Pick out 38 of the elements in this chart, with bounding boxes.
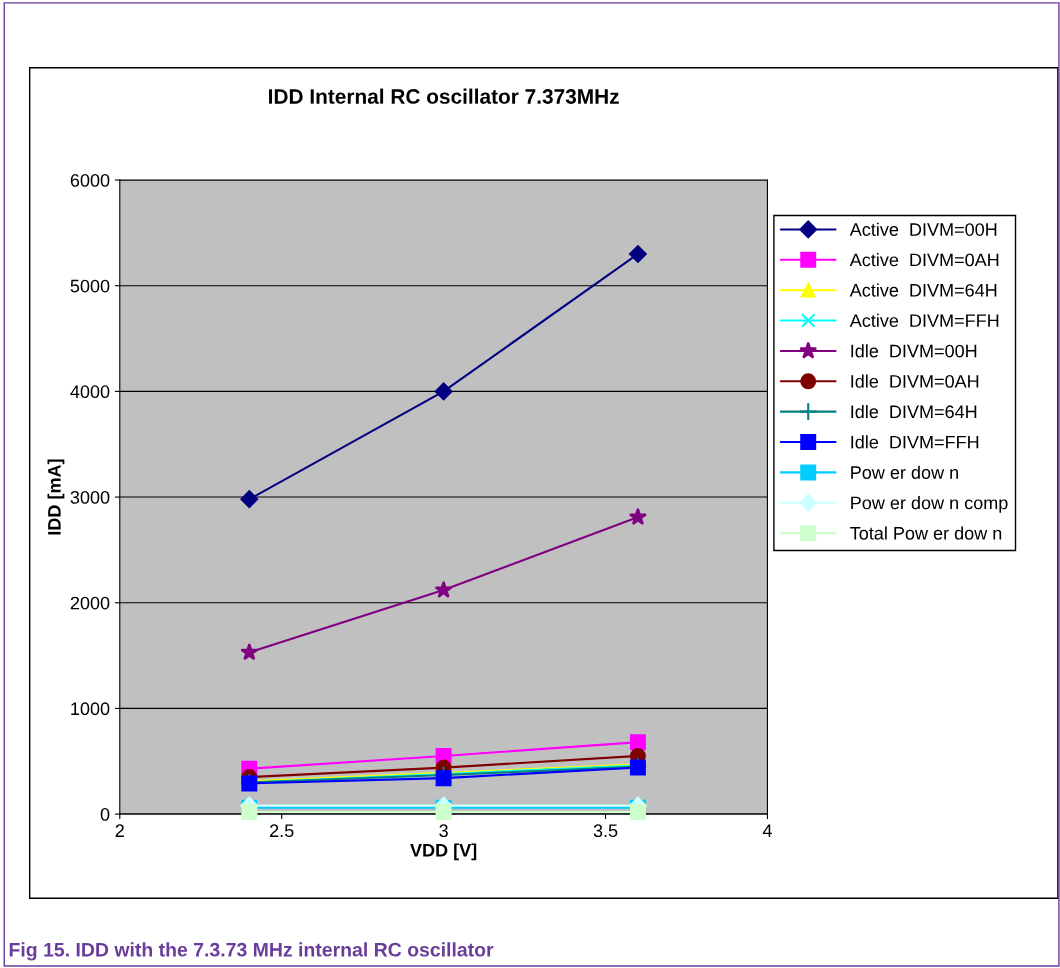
legend-label: Active DIVM=FFH bbox=[849, 313, 999, 328]
y-tick-label: 5000 bbox=[70, 279, 110, 293]
point bbox=[434, 580, 453, 598]
y-tick-label: 1000 bbox=[71, 702, 110, 716]
y-tick-label: 0 bbox=[100, 808, 110, 821]
legend-label: Pow er dow n comp bbox=[851, 496, 1008, 513]
point bbox=[435, 770, 452, 787]
y-tick-label: 3000 bbox=[70, 491, 110, 504]
point bbox=[629, 245, 647, 263]
point bbox=[435, 803, 452, 820]
legend-label: Active DIVM=00H bbox=[849, 222, 997, 236]
x-tick-label: 3.5 bbox=[593, 824, 618, 838]
legend-label: Total Pow er dow n bbox=[850, 526, 1002, 540]
x-tick-label: 2.5 bbox=[270, 824, 294, 838]
point bbox=[628, 507, 647, 525]
legend-label: Idle DIVM=64H bbox=[851, 404, 977, 419]
legend-label: Active DIVM=0AH bbox=[849, 253, 999, 267]
point bbox=[434, 382, 453, 401]
point bbox=[241, 803, 258, 820]
legend-label: Pow er dow n bbox=[851, 465, 958, 479]
y-tick-label: 6000 bbox=[70, 173, 110, 187]
y-tick-label: 4000 bbox=[70, 385, 110, 399]
legend-label: Idle DIVM=00H bbox=[851, 344, 977, 358]
y-tick-label: 2000 bbox=[70, 596, 110, 610]
y-axis-title: IDD [mA] bbox=[47, 459, 65, 535]
caption: Fig 15. IDD with the 7.3.73 MHz internal RC oscillator bbox=[9, 942, 494, 961]
chart-title: IDD Internal RC oscillator 7.373MHz bbox=[269, 88, 619, 104]
point bbox=[240, 490, 259, 509]
legend-label: Active DIVM=64H bbox=[849, 283, 997, 297]
point bbox=[629, 803, 646, 820]
x-tick-label: 4 bbox=[762, 824, 772, 837]
x-axis-title: VDD [V] bbox=[410, 843, 477, 861]
legend-label: Idle DIVM=0AH bbox=[851, 374, 979, 388]
x-tick-label: 3 bbox=[439, 824, 448, 838]
legend-label: Idle DIVM=FFH bbox=[851, 435, 979, 449]
point bbox=[629, 734, 646, 751]
point bbox=[240, 643, 259, 661]
x-tick-label: 2 bbox=[115, 824, 124, 837]
